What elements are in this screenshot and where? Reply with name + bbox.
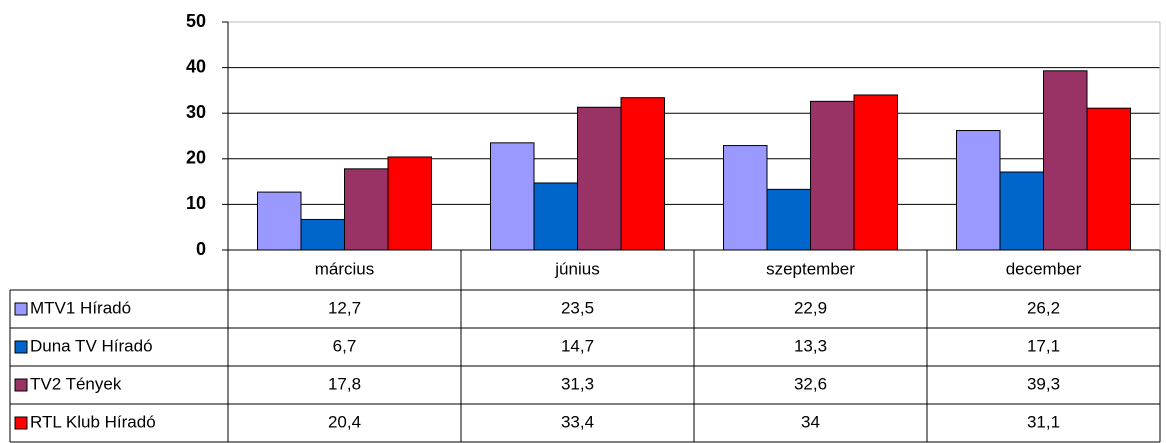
- table-value: 13,3: [794, 336, 827, 355]
- y-tick-label: 20: [186, 148, 206, 168]
- bar: [257, 191, 302, 251]
- x-tick-label: szeptember: [766, 259, 855, 278]
- bar: [853, 94, 898, 251]
- bar: [1043, 70, 1088, 251]
- legend-label: Duna TV Híradó: [30, 336, 153, 355]
- table-value: 22,9: [794, 298, 827, 317]
- table-value: 17,8: [328, 374, 361, 393]
- y-tick-label: 0: [196, 239, 206, 259]
- table-value: 14,7: [561, 336, 594, 355]
- table-value: 33,4: [561, 412, 594, 431]
- bar: [490, 142, 535, 251]
- x-tick-label: március: [315, 259, 375, 278]
- table-value: 20,4: [328, 412, 361, 431]
- bar: [533, 182, 578, 251]
- table-value: 31,3: [561, 374, 594, 393]
- table-value: 39,3: [1027, 374, 1060, 393]
- y-tick-label: 50: [186, 11, 206, 31]
- x-tick-label: december: [1006, 259, 1082, 278]
- bar: [620, 97, 665, 251]
- table-value: 31,1: [1027, 412, 1060, 431]
- bar: [1086, 107, 1131, 251]
- bar: [300, 218, 345, 251]
- legend-key: [14, 378, 28, 392]
- y-tick-label: 10: [186, 193, 206, 213]
- bar: [999, 171, 1044, 251]
- x-tick-label: június: [554, 259, 599, 278]
- legend-label: TV2 Tények: [30, 374, 122, 393]
- bar: [577, 106, 622, 251]
- y-tick-label: 40: [186, 56, 206, 76]
- legend-label: MTV1 Híradó: [30, 298, 131, 317]
- table-value: 34: [801, 412, 820, 431]
- bar: [344, 168, 389, 251]
- legend-key: [14, 302, 28, 316]
- table-value: 32,6: [794, 374, 827, 393]
- table-value: 6,7: [333, 336, 357, 355]
- table-value: 26,2: [1027, 298, 1060, 317]
- y-tick-label: 30: [186, 102, 206, 122]
- bar: [723, 145, 768, 251]
- table-value: 23,5: [561, 298, 594, 317]
- legend-key: [14, 416, 28, 430]
- bar: [766, 188, 811, 251]
- bar: [387, 156, 432, 251]
- legend-key: [14, 340, 28, 354]
- bar: [956, 130, 1001, 251]
- legend-label: RTL Klub Híradó: [30, 412, 156, 431]
- bar: [810, 100, 855, 251]
- table-value: 12,7: [328, 298, 361, 317]
- table-value: 17,1: [1027, 336, 1060, 355]
